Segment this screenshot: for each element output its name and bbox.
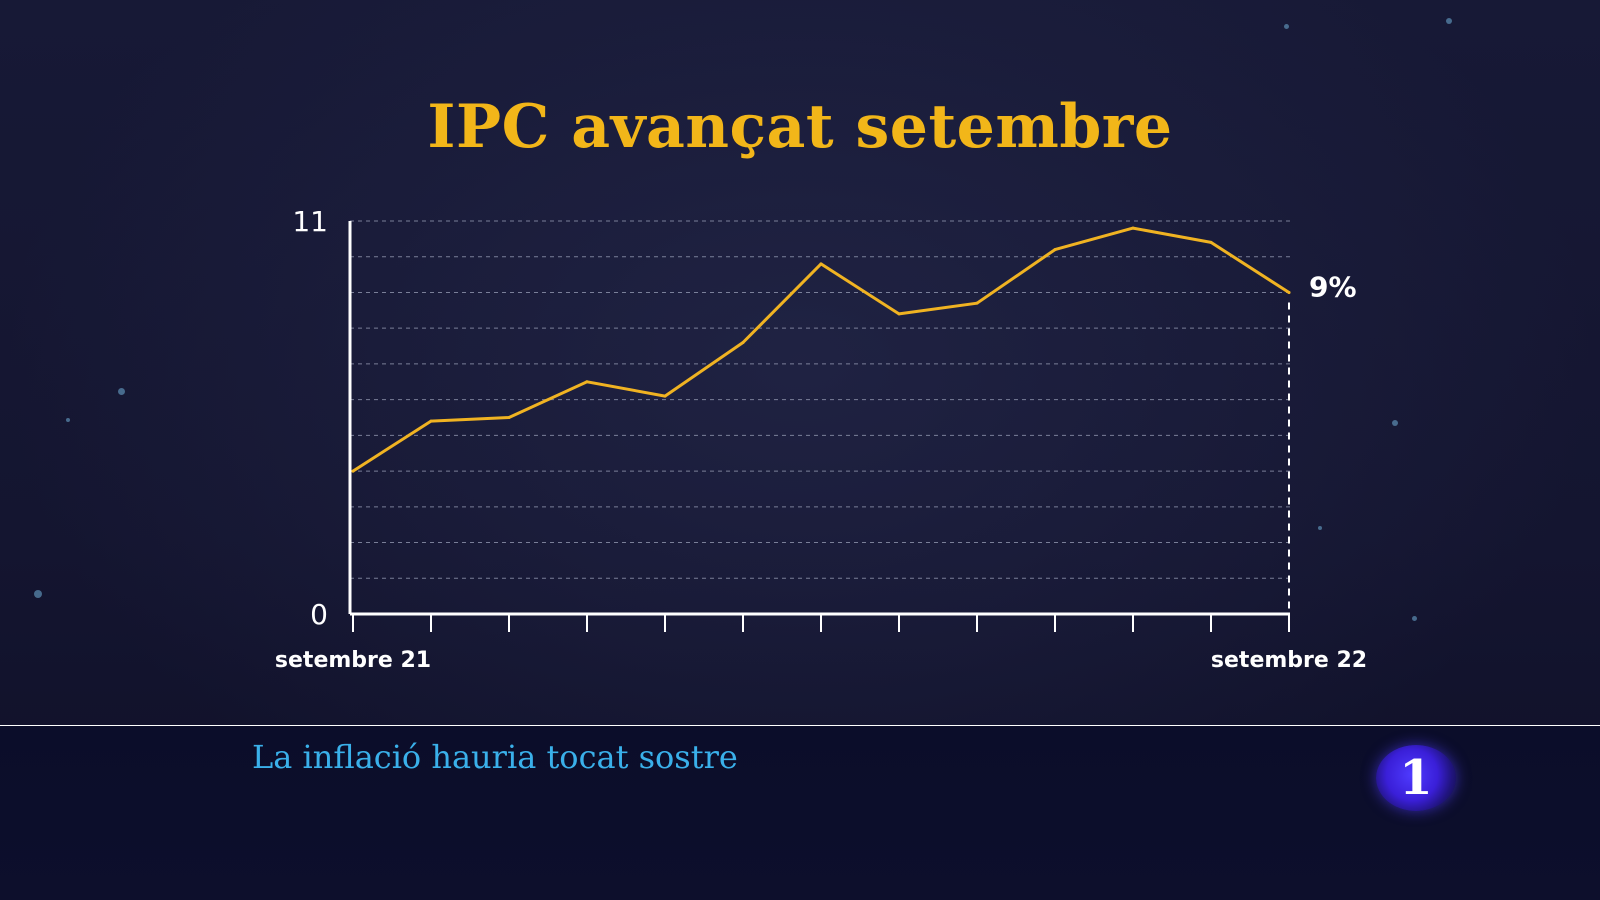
star-dot (1318, 526, 1322, 530)
chart-title: IPC avançat setembre (427, 92, 1173, 162)
star-dot (1412, 616, 1417, 621)
data-point (1053, 248, 1057, 252)
star-dot (34, 590, 42, 598)
data-point (1131, 226, 1135, 230)
end-value-label: 9% (1309, 270, 1357, 303)
data-point (897, 312, 901, 316)
data-point (585, 380, 589, 384)
star-dot (1392, 420, 1398, 426)
series-line-layer (351, 226, 1291, 473)
data-point (507, 416, 511, 419)
data-point (741, 340, 745, 344)
star-dot (66, 418, 70, 422)
data-point (663, 394, 667, 398)
x-label-start: setembre 21 (275, 648, 431, 673)
data-point (429, 419, 433, 423)
data-point (1209, 240, 1213, 244)
lower-third-banner (0, 726, 1600, 900)
channel-logo: 1 (1376, 745, 1456, 811)
star-dot (1446, 18, 1452, 24)
data-point (1287, 290, 1291, 294)
star-dot (118, 388, 125, 395)
y-tick-label-min: 0 (310, 598, 328, 631)
news-subtitle: La inflació hauria tocat sostre (252, 738, 738, 776)
data-point (819, 262, 823, 266)
axis-labels: 11 0 setembre 21 setembre 22 9% (275, 205, 1367, 673)
data-point (351, 469, 355, 473)
x-label-end: setembre 22 (1211, 648, 1367, 673)
y-tick-label-max: 11 (292, 205, 328, 238)
gridlines (350, 220, 1290, 579)
data-point (975, 301, 979, 305)
axes (348, 221, 1290, 632)
star-dot (1284, 24, 1289, 29)
